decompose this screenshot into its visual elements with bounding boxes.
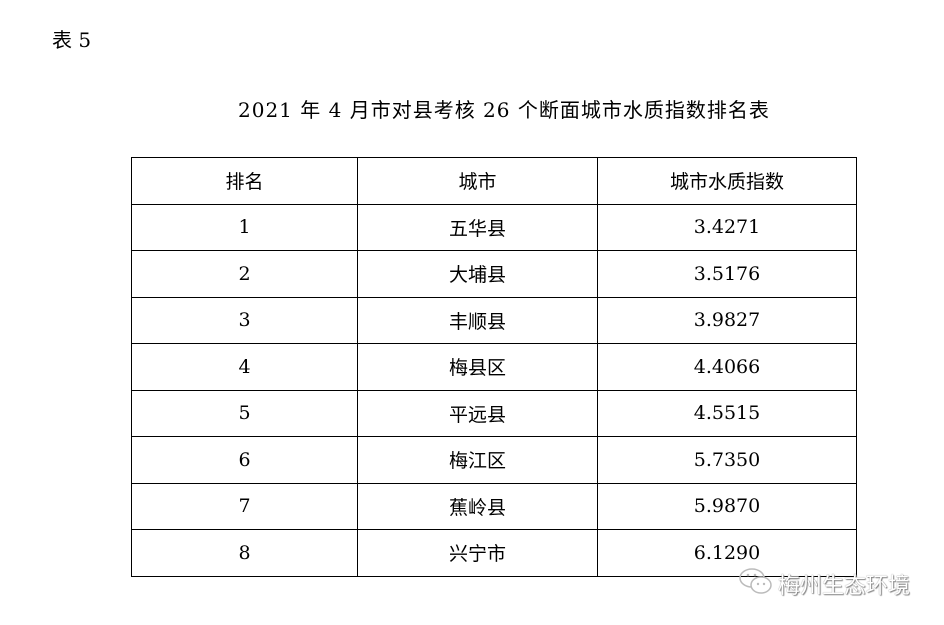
watermark-text: 梅州生态环境 (778, 574, 911, 599)
column-header: 城市 (357, 157, 598, 205)
table-row: 2 大埔县 3.5176 (131, 250, 857, 298)
rank-cell: 2 (131, 250, 358, 298)
index-cell: 3.4271 (597, 203, 857, 251)
city-cell: 蕉岭县 (357, 482, 598, 530)
table-row: 3 丰顺县 3.9827 (131, 296, 857, 344)
column-header: 排名 (131, 157, 358, 205)
table-row: 7 蕉岭县 5.9870 (131, 482, 857, 530)
table-row: 1 五华县 3.4271 (131, 203, 857, 251)
rank-cell: 3 (131, 296, 358, 344)
city-cell: 五华县 (357, 203, 598, 251)
rank-cell: 1 (131, 203, 358, 251)
index-cell: 3.9827 (597, 296, 857, 344)
city-cell: 大埔县 (357, 250, 598, 298)
rank-cell: 7 (131, 482, 358, 530)
page-title: 2021 年 4 月市对县考核 26 个断面城市水质指数排名表 (238, 98, 770, 122)
column-header: 城市水质指数 (597, 157, 857, 205)
rank-cell: 4 (131, 343, 358, 391)
table-row: 4 梅县区 4.4066 (131, 343, 857, 391)
table-label: 表 5 (52, 28, 92, 52)
watermark: 梅州生态环境 (738, 566, 910, 602)
city-cell: 丰顺县 (357, 296, 598, 344)
city-cell: 平远县 (357, 389, 598, 437)
index-cell: 5.9870 (597, 482, 857, 530)
wechat-icon (738, 566, 774, 602)
index-cell: 6.1290 (597, 529, 857, 577)
table-header-row: 排名 城市 城市水质指数 (131, 157, 857, 205)
index-cell: 3.5176 (597, 250, 857, 298)
rank-cell: 8 (131, 529, 358, 577)
rank-cell: 5 (131, 389, 358, 437)
table-row: 8 兴宁市 6.1290 (131, 529, 857, 577)
city-cell: 梅县区 (357, 343, 598, 391)
index-cell: 5.7350 (597, 436, 857, 484)
ranking-table: 排名 城市 城市水质指数 1 五华县 3.4271 2 大埔县 3.5176 3 丰顺县 3.982… (131, 157, 857, 577)
table-row: 5 平远县 4.5515 (131, 389, 857, 437)
index-cell: 4.4066 (597, 343, 857, 391)
table-row: 6 梅江区 5.7350 (131, 436, 857, 484)
rank-cell: 6 (131, 436, 358, 484)
city-cell: 梅江区 (357, 436, 598, 484)
index-cell: 4.5515 (597, 389, 857, 437)
city-cell: 兴宁市 (357, 529, 598, 577)
